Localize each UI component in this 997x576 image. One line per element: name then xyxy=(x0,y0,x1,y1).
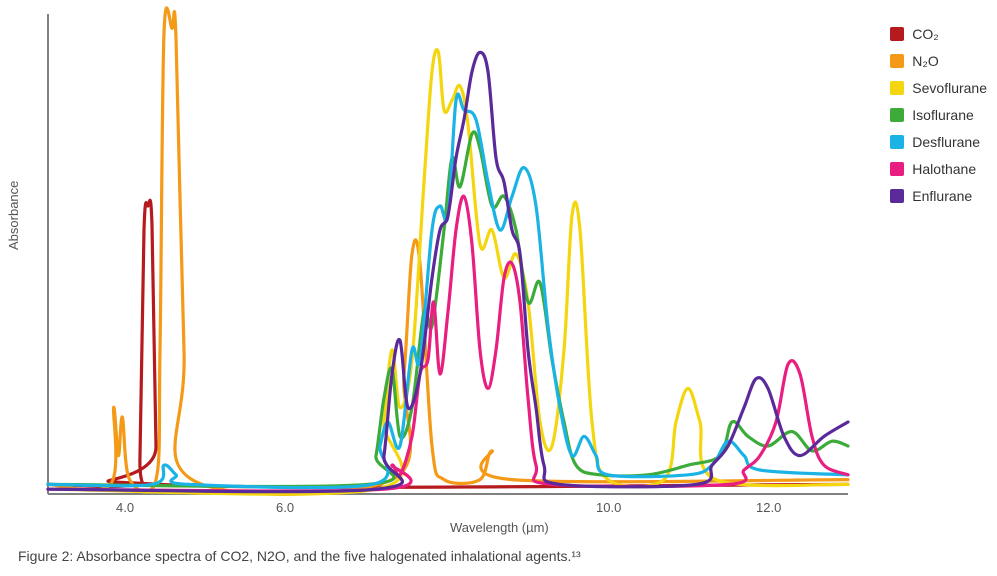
legend-item-desflurane: Desflurane xyxy=(890,134,987,150)
series-n2o xyxy=(48,8,848,494)
legend-label: N₂O xyxy=(912,53,938,69)
y-axis-label: Absorbance xyxy=(6,181,21,250)
legend-label: Desflurane xyxy=(912,134,980,150)
legend: CO₂ N₂O Sevoflurane Isoflurane Desflurane Hal… xyxy=(890,26,987,215)
legend-item-halothane: Halothane xyxy=(890,161,987,177)
legend-label: Enflurane xyxy=(912,188,972,204)
legend-item-isoflurane: Isoflurane xyxy=(890,107,987,123)
spectra-plot xyxy=(0,0,997,540)
x-tick-label: 4.0 xyxy=(116,500,134,515)
x-tick-label: 6.0 xyxy=(276,500,294,515)
legend-label: Sevoflurane xyxy=(912,80,987,96)
x-tick-label: 10.0 xyxy=(596,500,621,515)
legend-swatch xyxy=(890,54,904,68)
legend-swatch xyxy=(890,162,904,176)
legend-label: Halothane xyxy=(912,161,976,177)
legend-swatch xyxy=(890,81,904,95)
legend-item-sevoflurane: Sevoflurane xyxy=(890,80,987,96)
series-enflurane xyxy=(48,52,848,491)
legend-swatch xyxy=(890,27,904,41)
legend-swatch xyxy=(890,108,904,122)
legend-label: CO₂ xyxy=(912,26,938,42)
legend-item-co2: CO₂ xyxy=(890,26,987,42)
legend-item-n2o: N₂O xyxy=(890,53,987,69)
legend-swatch xyxy=(890,189,904,203)
legend-label: Isoflurane xyxy=(912,107,973,123)
figure-container: Absorbance Wavelength (µm) Figure 2: Abs… xyxy=(0,0,997,576)
legend-swatch xyxy=(890,135,904,149)
figure-caption: Figure 2: Absorbance spectra of CO2, N2O… xyxy=(18,548,581,564)
legend-item-enflurane: Enflurane xyxy=(890,188,987,204)
x-tick-label: 12.0 xyxy=(756,500,781,515)
x-axis-label: Wavelength (µm) xyxy=(450,520,549,535)
